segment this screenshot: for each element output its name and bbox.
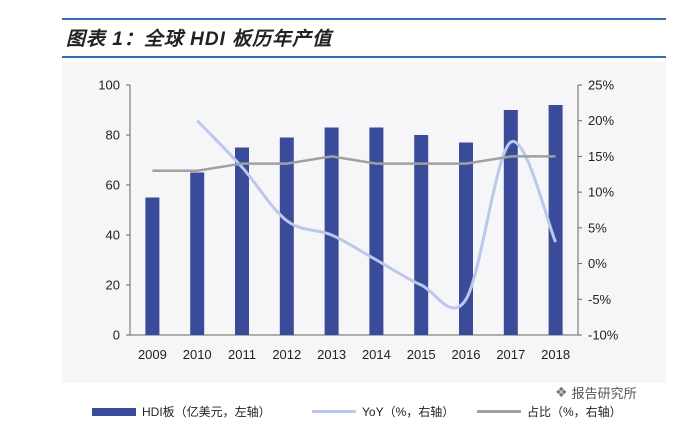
x-tick-label: 2013: [317, 347, 346, 362]
line-yoy: [196, 119, 557, 310]
legend-item-share: 占比（%，右轴）: [477, 403, 622, 420]
x-tick-label: 2017: [496, 347, 525, 362]
y-left-tick-label: 0: [113, 328, 120, 343]
lines-group: [152, 119, 557, 310]
y-right-tick-label: 10%: [588, 185, 614, 200]
bar-hdi: [459, 142, 473, 335]
chart-title: 图表 1：全球 HDI 板历年产值: [66, 29, 333, 50]
watermark-text: 报告研究所: [571, 386, 637, 401]
watermark: ❖ 报告研究所: [555, 383, 637, 402]
x-tick-label: 2015: [407, 347, 436, 362]
bar-hdi: [369, 127, 384, 335]
bar-hdi: [414, 135, 429, 335]
y-right-tick-label: 5%: [588, 220, 607, 235]
bar-hdi: [190, 172, 205, 335]
legend-label-share: 占比（%，右轴）: [527, 405, 622, 419]
legend-item-yoy: YoY（%，右轴）: [312, 403, 454, 420]
y-left-tick-label: 100: [98, 78, 120, 93]
y-right-tick-label: -5%: [588, 292, 612, 307]
legend-swatch-share: [477, 410, 521, 413]
legend-swatch-yoy: [312, 410, 356, 413]
axes-group: [126, 84, 582, 336]
x-tick-label: 2016: [452, 347, 481, 362]
bar-hdi: [503, 110, 518, 335]
y-right-tick-label: -10%: [588, 328, 619, 343]
header-top-rule: [62, 18, 666, 20]
ticks-group: 0 20 40 60 80 100 -10% -5% 0% 5% 10% 15% 20% 25% 2009 2…: [98, 78, 618, 363]
legend-label-yoy: YoY（%，右轴）: [362, 405, 455, 419]
bars-group: [145, 105, 563, 335]
x-tick-label: 2010: [183, 347, 212, 362]
x-tick-label: 2011: [228, 347, 256, 362]
legend: HDI板（亿美元，左轴） YoY（%，右轴） 占比（%，右轴）: [92, 403, 652, 421]
bar-hdi: [324, 127, 339, 335]
legend-swatch-bar: [92, 407, 136, 416]
y-left-tick-label: 80: [106, 128, 120, 143]
bar-hdi: [279, 137, 294, 335]
bar-hdi: [145, 197, 160, 335]
y-right-tick-label: 15%: [588, 149, 614, 164]
x-tick-label: 2018: [541, 347, 570, 362]
wechat-icon: ❖: [555, 384, 568, 400]
y-right-tick-label: 20%: [588, 113, 614, 128]
y-left-tick-label: 60: [106, 178, 120, 193]
line-share: [152, 155, 556, 172]
x-tick-label: 2014: [362, 347, 391, 362]
header-bottom-rule: [62, 56, 666, 58]
y-left-tick-label: 20: [106, 278, 120, 293]
y-left-tick-label: 40: [106, 228, 120, 243]
plot-background: [62, 62, 666, 383]
x-tick-label: 2012: [272, 347, 301, 362]
bar-hdi: [548, 105, 563, 335]
bar-hdi: [235, 147, 249, 335]
legend-label-bar: HDI板（亿美元，左轴）: [142, 405, 271, 419]
y-right-tick-label: 25%: [588, 78, 614, 93]
x-tick-label: 2009: [138, 347, 167, 362]
y-right-tick-label: 0%: [588, 256, 607, 271]
legend-item-bar: HDI板（亿美元，左轴）: [92, 403, 271, 420]
